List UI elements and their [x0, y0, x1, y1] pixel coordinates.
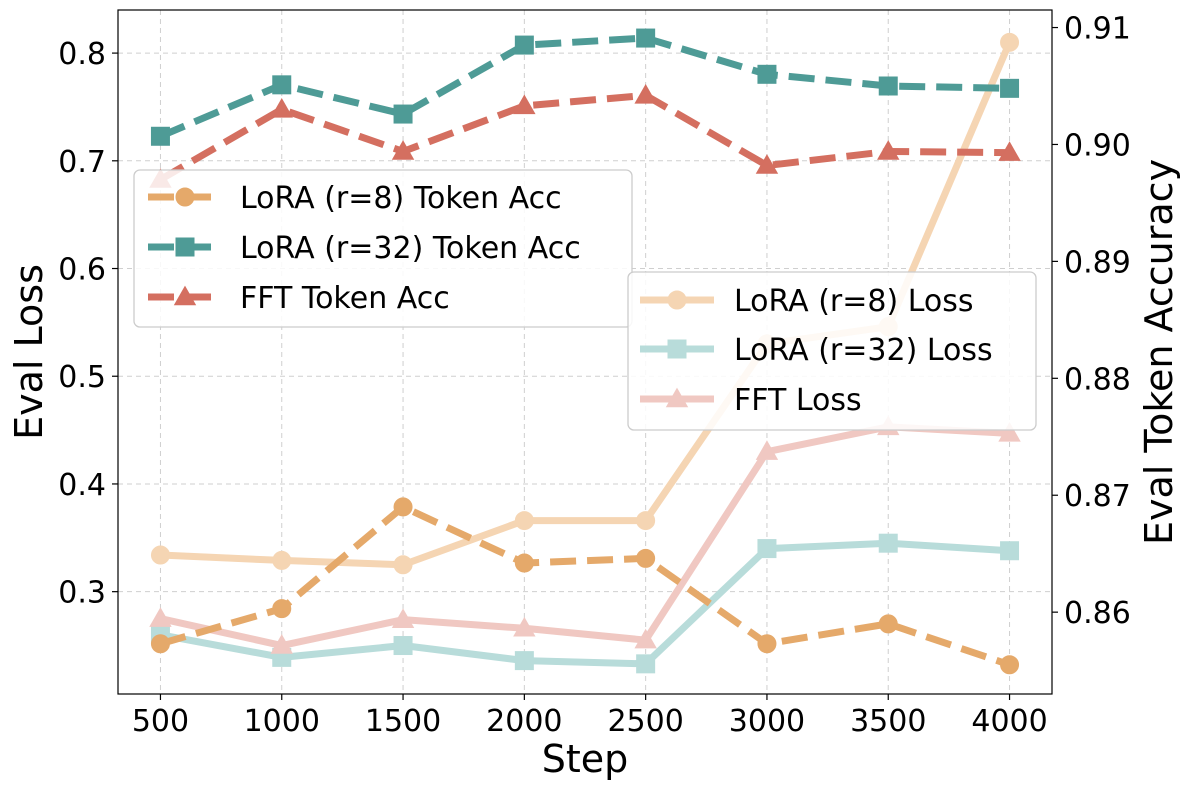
data-point-lora-r-8-loss [636, 511, 656, 531]
data-point-lora-r-8-loss [150, 545, 170, 565]
data-point-lora-r-8-token-acc [150, 634, 170, 654]
x-tick-label: 3500 [850, 704, 926, 739]
data-point-lora-r-8-token-acc [514, 553, 534, 573]
data-point-lora-r-8-token-acc [878, 614, 898, 634]
data-point-fft-loss [149, 607, 172, 627]
data-point-fft-loss [755, 440, 779, 460]
legend-label-fft-acc: FFT Token Acc [240, 281, 450, 316]
data-point-lora-r-32-token-acc [514, 35, 534, 55]
data-point-lora-r-32-loss [757, 539, 777, 559]
axis-ticks: 500 1000 1500 2000 2500 3000 3500 4000 0.3 0.4 0.5… [58, 12, 1131, 739]
legend-label-lora8-acc: LoRA (r=8) Token Acc [240, 181, 562, 216]
legend-entry-fft-acc [148, 285, 222, 306]
data-point-lora-r-8-token-acc [393, 497, 413, 517]
left-tick-label: 0.3 [58, 576, 106, 611]
data-point-lora-r-8-token-acc [757, 634, 777, 654]
data-point-lora-r-8-loss [272, 550, 292, 570]
x-tick-label: 3000 [729, 704, 805, 739]
data-point-fft-token-acc [877, 140, 900, 160]
data-point-fft-token-acc [513, 94, 536, 115]
data-point-lora-r-32-token-acc [1000, 78, 1020, 98]
legend-label-lora32-acc: LoRA (r=32) Token Acc [240, 231, 581, 266]
data-point-lora-r-8-token-acc [636, 548, 656, 568]
series-line-fft-loss [159, 423, 1010, 650]
legend-marker-lora-r-8-loss [667, 290, 687, 310]
x-tick-label: 1500 [365, 704, 441, 739]
legend-label-lora8-loss: LoRA (r=8) Loss [734, 284, 974, 319]
legend-entry-fft-loss [640, 387, 714, 408]
data-point-fft-loss [391, 608, 415, 628]
left-tick-label: 0.5 [58, 360, 106, 395]
x-tick-label: 2000 [486, 704, 562, 739]
data-point-lora-r-32-loss [636, 654, 656, 674]
legend-entry-lora8-loss [640, 290, 714, 310]
right-tick-label: 0.90 [1064, 128, 1131, 163]
legend-marker-fft-token-acc [173, 285, 197, 306]
data-point-lora-r-32-token-acc [393, 104, 413, 124]
data-point-fft-loss [513, 616, 536, 637]
x-tick-label: 1000 [244, 704, 320, 739]
right-tick-label: 0.88 [1064, 362, 1131, 397]
legend-loss: LoRA (r=8) Loss LoRA (r=32) Loss FFT Los… [627, 271, 1037, 431]
data-point-lora-r-8-loss [393, 555, 413, 575]
x-tick-label: 4000 [971, 704, 1047, 739]
series-line-lora-r-8-token-acc [159, 503, 1011, 669]
right-tick-label: 0.89 [1064, 245, 1131, 280]
data-point-lora-r-32-loss [514, 651, 534, 671]
left-tick-label: 0.6 [58, 253, 106, 288]
legend-accuracy-box [133, 169, 633, 328]
right-axis-title: Eval Token Accuracy [1137, 159, 1181, 545]
grid-lines [118, 10, 1052, 694]
left-tick-label: 0.4 [58, 468, 106, 503]
data-point-lora-r-32-loss [393, 636, 413, 656]
left-axis-title: Eval Loss [7, 264, 51, 440]
right-tick-label: 0.91 [1064, 12, 1131, 47]
data-point-lora-r-32-token-acc [272, 75, 292, 95]
x-axis-title: Step [542, 737, 629, 781]
data-point-fft-loss [270, 634, 293, 654]
right-tick-label: 0.86 [1064, 596, 1131, 631]
accuracy-series-group [149, 28, 1021, 675]
legend-loss-box [627, 271, 1037, 431]
data-point-lora-r-32-token-acc [757, 64, 777, 84]
legend-marker-lora-r-32-token-acc [175, 237, 195, 257]
data-point-lora-r-32-loss [878, 533, 898, 553]
series-line-fft-token-acc [158, 91, 1010, 183]
left-tick-label: 0.7 [58, 145, 106, 180]
data-point-lora-r-8-token-acc [1000, 655, 1020, 675]
series-line-lora-r-32-token-acc [159, 34, 1010, 140]
plot-frame [117, 9, 1053, 695]
data-point-lora-r-8-loss [514, 511, 534, 531]
data-point-lora-r-8-loss [1000, 32, 1020, 52]
data-point-lora-r-32-token-acc [878, 76, 898, 96]
data-point-fft-token-acc [998, 141, 1021, 161]
legend-label-fft-loss: FFT Loss [734, 383, 862, 418]
data-point-fft-loss [998, 421, 1021, 442]
data-point-fft-token-acc [634, 83, 657, 104]
data-point-fft-token-acc [755, 154, 779, 174]
data-point-lora-r-32-token-acc [636, 28, 656, 48]
legend-entry-lora32-loss [640, 339, 714, 359]
data-point-lora-r-32-loss [1000, 541, 1020, 561]
right-tick-label: 0.87 [1064, 479, 1131, 514]
legend-entry-lora8-acc [148, 187, 222, 207]
legend-marker-lora-r-32-loss [667, 339, 687, 359]
x-tick-label: 500 [132, 704, 189, 739]
data-point-lora-r-32-token-acc [150, 126, 170, 146]
data-point-fft-token-acc [270, 98, 293, 118]
x-tick-label: 2500 [607, 704, 683, 739]
legend-accuracy: LoRA (r=8) Token Acc LoRA (r=32) Token A… [133, 169, 633, 328]
legend-marker-lora-r-8-token-acc [175, 187, 195, 207]
data-point-lora-r-8-token-acc [272, 599, 292, 619]
legend-entry-lora32-acc [148, 237, 222, 257]
data-point-fft-token-acc [391, 140, 415, 160]
series-line-lora-r-32-loss [159, 539, 1010, 668]
legend-label-lora32-loss: LoRA (r=32) Loss [734, 333, 993, 368]
data-point-fft-loss [634, 628, 657, 649]
legend-marker-fft-loss [665, 387, 689, 408]
left-tick-label: 0.8 [58, 37, 106, 72]
